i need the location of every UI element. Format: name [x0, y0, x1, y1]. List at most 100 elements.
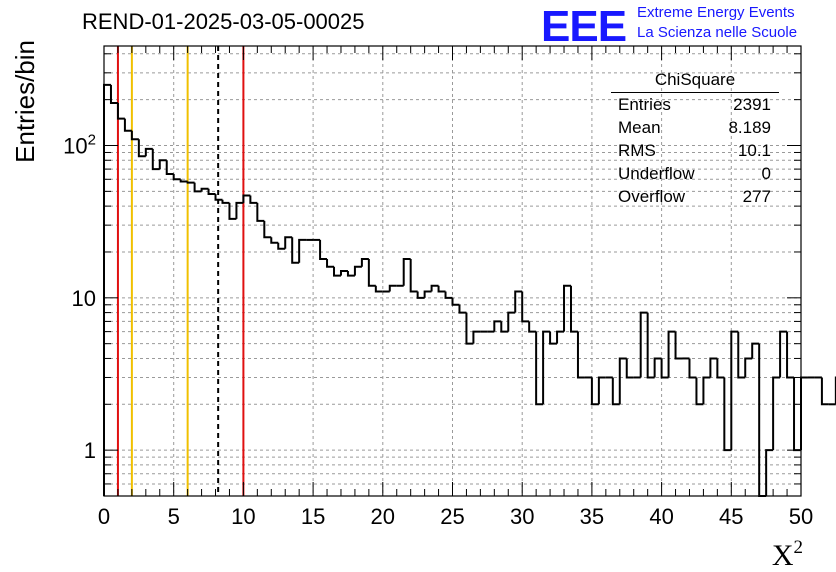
eee-logo: EEE [541, 2, 627, 51]
y-tick-label: 102 [63, 131, 96, 158]
histogram-bin [507, 311, 516, 332]
histogram-bin [200, 187, 209, 192]
histogram-bin [409, 258, 418, 293]
histogram-bin [653, 357, 662, 378]
stats-row: Entries 2391 [611, 93, 779, 116]
histogram-bin [144, 147, 153, 157]
axis-ticks [103, 46, 802, 497]
histogram-bin [744, 357, 753, 378]
histogram-bin [374, 285, 383, 293]
histogram-bin [542, 330, 551, 405]
histogram-bin [172, 173, 181, 181]
histogram-bin [256, 202, 265, 222]
histogram-bin [688, 358, 697, 379]
tick-labels: 0 5 10 15 20 25 30 35 40 45 50 1 10 102 [63, 131, 813, 529]
histogram-bin [730, 330, 739, 451]
histogram-bin [339, 270, 348, 276]
x-axis-label: X2 [772, 537, 803, 572]
stats-value: 0 [761, 164, 771, 183]
x-tick-label: 10 [231, 504, 255, 529]
stats-value: 8.189 [728, 118, 771, 137]
histogram-bin [674, 331, 683, 360]
histogram-bin [820, 377, 829, 406]
x-tick-label: 0 [98, 504, 110, 529]
histogram-bin [291, 237, 300, 264]
histogram-bin [437, 285, 446, 293]
histogram-bin [646, 312, 655, 379]
histogram-bin [772, 376, 781, 451]
stats-label: Entries [618, 95, 671, 114]
histogram-bin [576, 331, 585, 379]
grid-lines [104, 46, 801, 497]
histogram-bin [458, 304, 467, 314]
histogram-bin [284, 236, 293, 249]
histogram-bin [444, 291, 453, 299]
stats-row: Overflow 277 [611, 185, 779, 208]
histogram-bin [235, 201, 244, 219]
histogram-bin [103, 83, 111, 496]
histogram-bin [430, 284, 439, 292]
stats-value: 10.1 [737, 141, 771, 160]
histogram-bin [319, 239, 328, 260]
reference-lines [116, 46, 245, 496]
x-tick-label: 30 [510, 504, 534, 529]
histogram-bin [346, 271, 355, 277]
stats-name: ChiSquare [611, 70, 779, 93]
histogram-bin [249, 195, 258, 204]
histogram-bin [556, 330, 565, 344]
histogram-bin [221, 199, 230, 204]
histogram-bin [723, 377, 732, 452]
stats-label: Overflow [618, 187, 686, 206]
stats-row: Mean 8.189 [611, 116, 779, 139]
histogram-bin [535, 331, 544, 406]
histogram-bin [158, 159, 167, 170]
x-tick-label: 25 [440, 504, 464, 529]
x-tick-label: 15 [301, 504, 325, 529]
histogram-bin [660, 358, 669, 379]
x-tick-label: 40 [649, 504, 673, 529]
y-tick-label: 1 [84, 438, 96, 463]
histogram-bin [130, 130, 139, 141]
histogram-bin [737, 331, 746, 379]
histogram-bin [667, 330, 676, 378]
histogram-bin [765, 449, 774, 496]
histogram-bin [709, 357, 718, 378]
histogram-bin [639, 311, 648, 378]
histogram-bin [514, 290, 523, 313]
x-tick-label: 35 [580, 504, 604, 529]
histogram-bin [137, 139, 146, 158]
histogram-bin [500, 321, 509, 333]
histogram-bin [388, 284, 397, 292]
histogram-bin [695, 377, 704, 406]
stats-value: 277 [742, 187, 771, 206]
histogram-bin [786, 331, 795, 379]
histogram-bin [123, 118, 132, 132]
histogram-bin [569, 285, 578, 333]
x-tick-label: 45 [719, 504, 743, 529]
x-tick-label: 5 [168, 504, 180, 529]
y-tick-label: 10 [72, 286, 96, 311]
histogram-bin [423, 290, 432, 298]
histogram-bin [298, 238, 307, 263]
histogram-bin [228, 202, 237, 220]
histogram-bin [186, 181, 195, 184]
histogram-bin [521, 291, 530, 323]
histogram-bin [326, 258, 335, 268]
histogram-bin [179, 179, 188, 183]
histogram-bin [214, 194, 223, 201]
histogram-bin [597, 376, 606, 405]
histogram-bin [193, 182, 202, 193]
histogram-bin [416, 291, 425, 299]
histogram-bin [242, 194, 251, 203]
stats-label: RMS [618, 141, 656, 160]
stats-row: Underflow 0 [611, 162, 779, 185]
histogram-bin [116, 103, 125, 120]
histogram-bin [549, 331, 558, 345]
histogram-bin [611, 377, 620, 406]
histogram-bin [451, 297, 460, 306]
histogram-bin [758, 343, 767, 497]
stats-label: Underflow [618, 164, 695, 183]
histogram-bin [618, 357, 627, 405]
histogram-bin [472, 330, 481, 344]
